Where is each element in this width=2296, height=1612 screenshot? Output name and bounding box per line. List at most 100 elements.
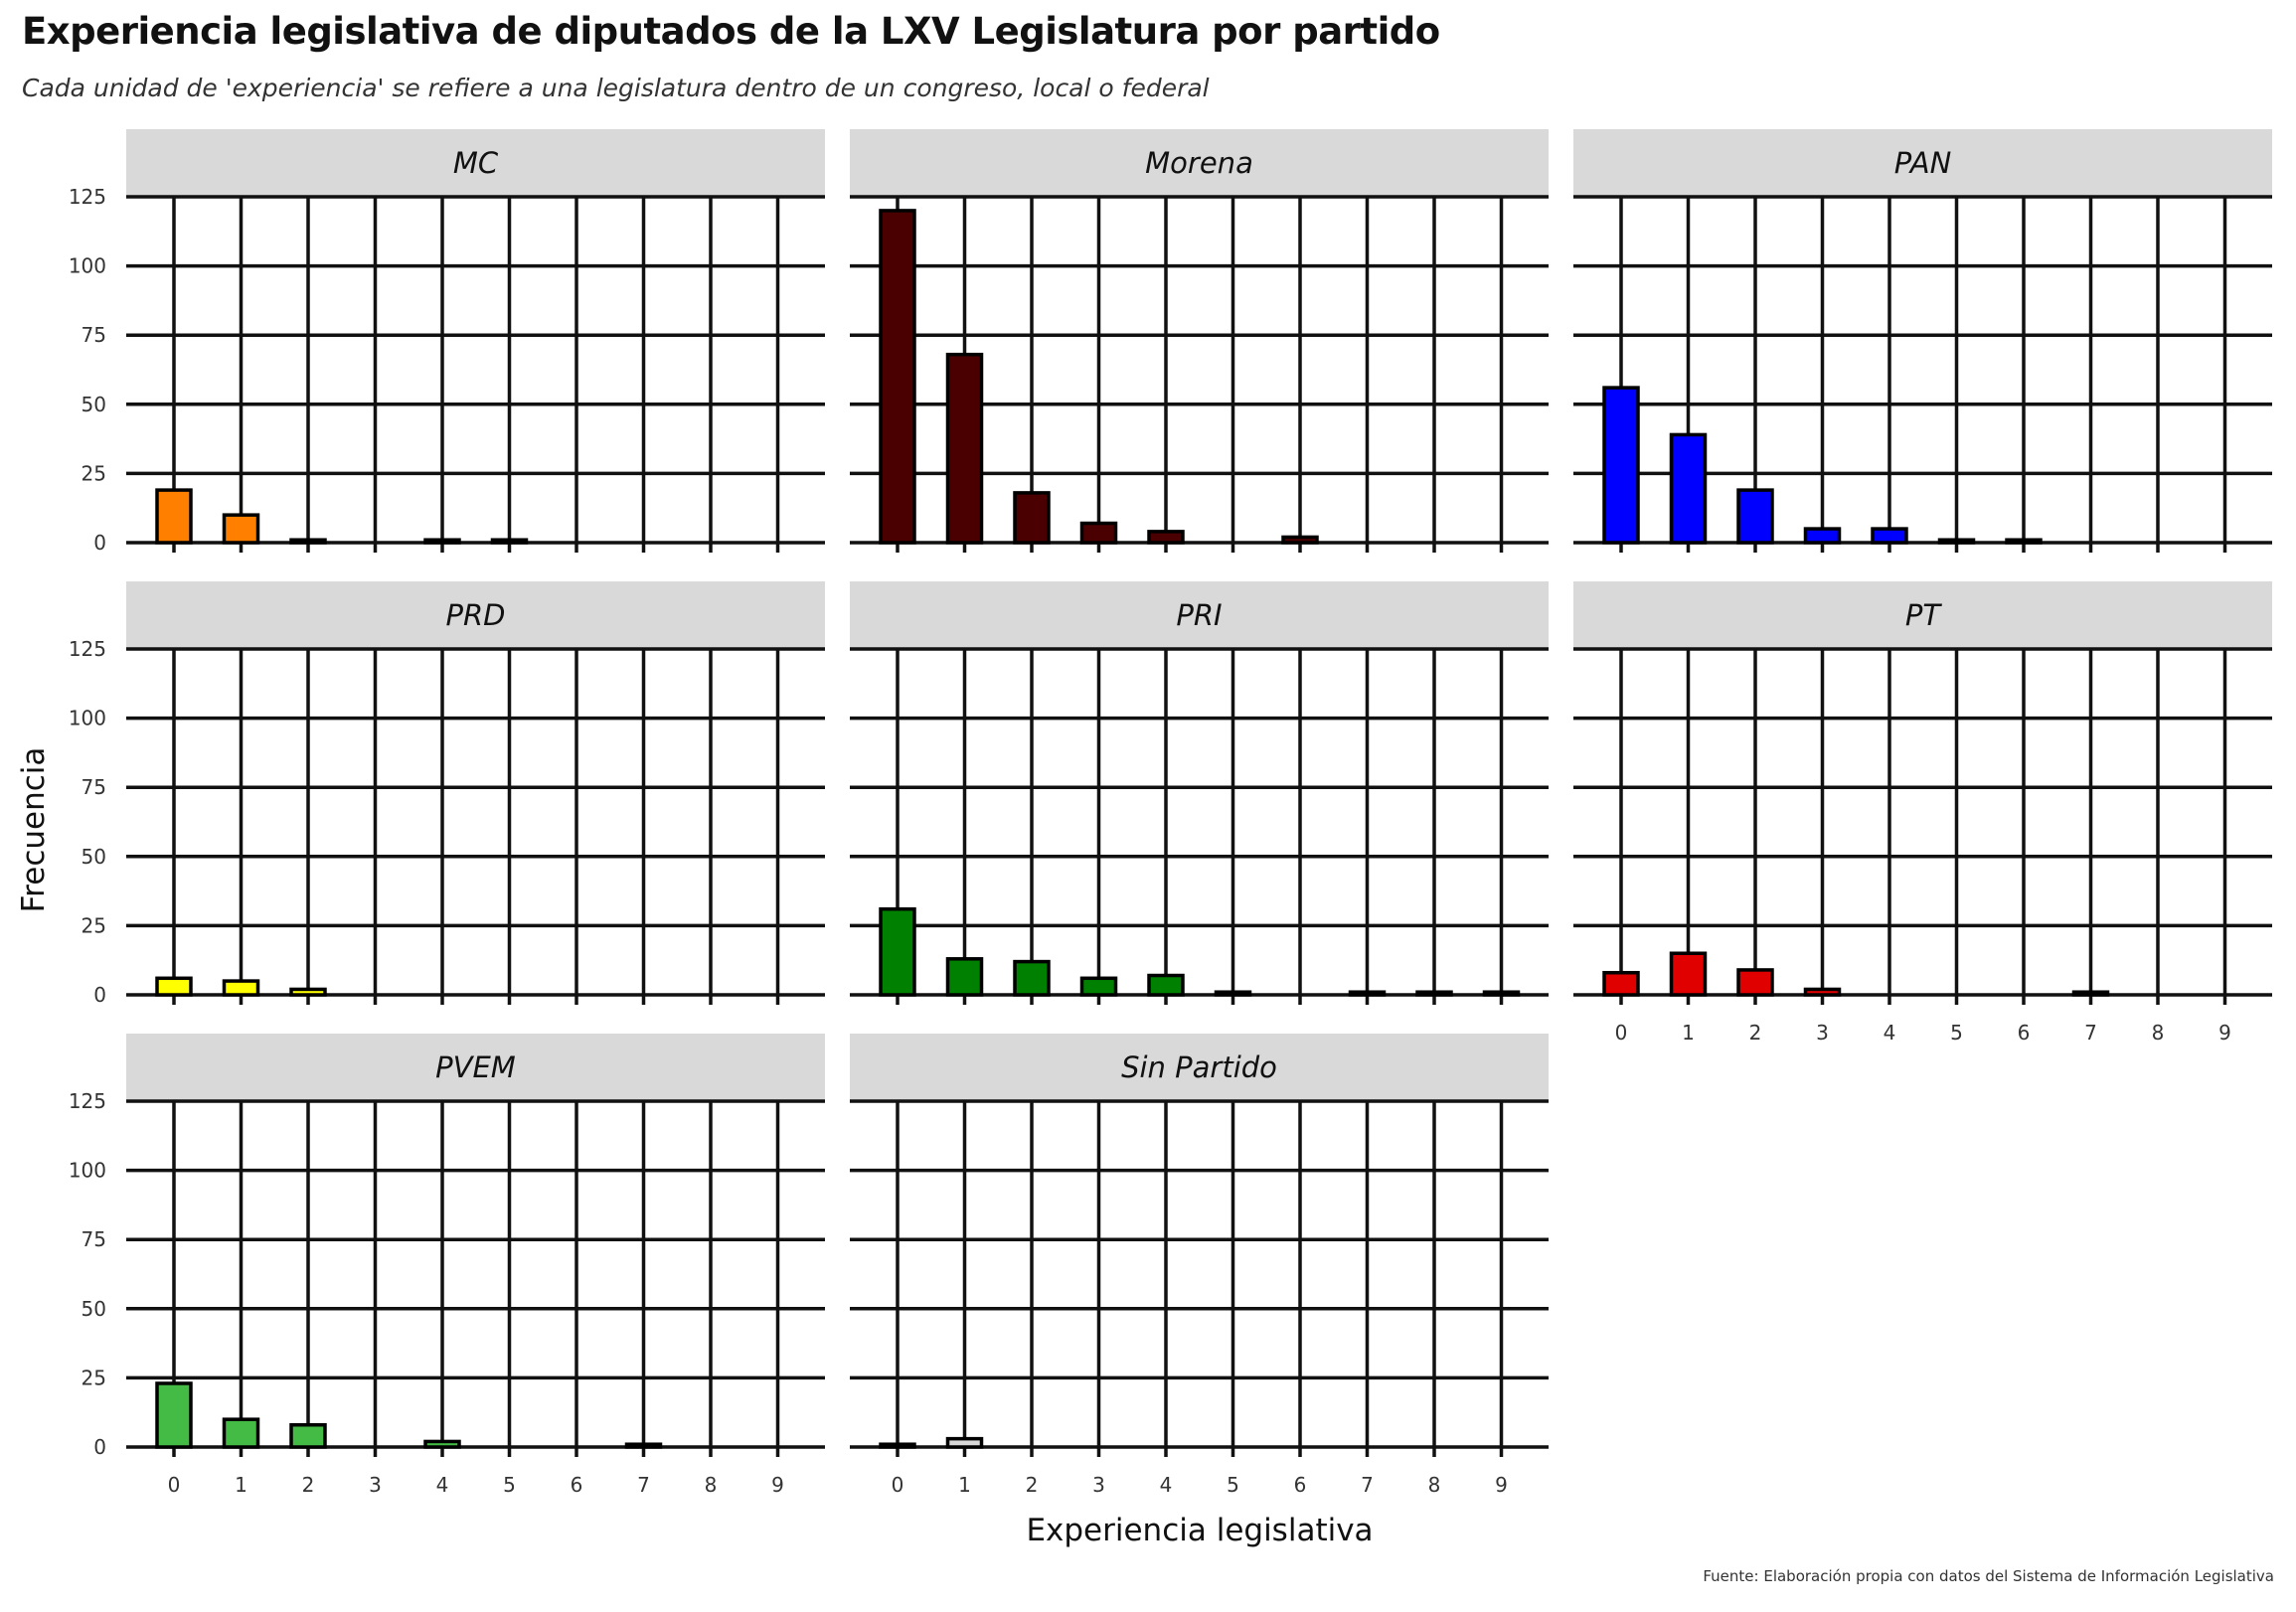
- facet-label-mc: MC: [453, 146, 499, 180]
- bar-pri-7: [1348, 990, 1387, 997]
- x-tick-label: 7: [2084, 1021, 2097, 1045]
- y-tick-label: 125: [69, 1089, 106, 1113]
- bar-pri-1: [945, 957, 984, 997]
- facet-strip-pvem: [126, 1034, 825, 1101]
- y-tick-label: 0: [93, 983, 106, 1007]
- bar-pri-3: [1079, 976, 1118, 997]
- bar-prd-2: [289, 987, 327, 997]
- y-tick-label: 125: [69, 637, 106, 661]
- facet-strip-pt: [1573, 581, 2272, 649]
- x-tick-label: 4: [1884, 1021, 1896, 1045]
- bar-pt-0: [1602, 970, 1640, 997]
- x-tick-label: 8: [1428, 1473, 1441, 1497]
- bar-pt-7: [2071, 990, 2110, 997]
- bar-pri-8: [1415, 990, 1453, 997]
- bar-morena-6: [1281, 535, 1319, 545]
- facet-strip-morena: [850, 129, 1549, 197]
- x-tick-label: 1: [1682, 1021, 1695, 1045]
- x-tick-label: 6: [571, 1473, 583, 1497]
- bar-pri-2: [1013, 959, 1051, 997]
- facet-label-prd: PRD: [446, 598, 506, 632]
- x-tick-label: 0: [892, 1473, 904, 1497]
- x-tick-label: 7: [1361, 1473, 1374, 1497]
- bar-pri-4: [1147, 973, 1185, 997]
- facet-morena: Morena: [850, 129, 1549, 553]
- bar-mc-0: [155, 488, 193, 545]
- x-axis-title: Experiencia legislativa: [1026, 1513, 1373, 1548]
- bar-pan-0: [1602, 386, 1640, 545]
- bar-pvem-7: [624, 1442, 663, 1449]
- bar-prd-0: [155, 976, 193, 997]
- facet-label-pan: PAN: [1894, 146, 1952, 180]
- x-tick-label: 6: [2018, 1021, 2031, 1045]
- facet-pt: PT 0 1 2 3 4 5 6 7 8 9: [1573, 581, 2272, 1045]
- bar-morena-0: [879, 209, 916, 545]
- x-tick-label: 2: [1026, 1473, 1039, 1497]
- bar-pri-5: [1214, 990, 1252, 997]
- chart-subtitle: Cada unidad de 'experiencia' se refiere …: [22, 74, 1210, 102]
- x-tick-label: 5: [1950, 1021, 1963, 1045]
- y-tick-label: 75: [82, 1227, 106, 1251]
- bar-mc-4: [423, 538, 461, 545]
- x-tick-label: 9: [1495, 1473, 1508, 1497]
- bar-morena-3: [1079, 521, 1118, 545]
- facet-pan: PAN: [1573, 129, 2272, 553]
- x-tick-label: 3: [1816, 1021, 1829, 1045]
- y-tick-label: 75: [82, 323, 106, 347]
- y-axis-title: Frecuencia: [16, 747, 52, 913]
- bar-mc-1: [222, 513, 260, 545]
- bar-prd-1: [222, 979, 260, 997]
- y-tick-label: 25: [82, 913, 106, 937]
- x-tick-label: 0: [168, 1473, 181, 1497]
- bar-pan-4: [1871, 527, 1908, 545]
- facet-label-sin-partido: Sin Partido: [1121, 1050, 1277, 1084]
- facet-prd: PRD 0 25 50 75 100 125: [69, 581, 825, 1007]
- bar-pt-1: [1669, 951, 1708, 997]
- x-tick-label: 2: [302, 1473, 315, 1497]
- bar-pan-6: [2005, 538, 2043, 545]
- x-tick-label: 4: [436, 1473, 449, 1497]
- bar-mc-2: [289, 538, 327, 545]
- facet-strip-pan: [1573, 129, 2272, 197]
- bar-mc-5: [490, 538, 529, 545]
- y-tick-label: 50: [82, 393, 106, 416]
- bar-pt-2: [1736, 968, 1774, 997]
- facet-sin-partido: Sin Partido 0 1 2 3 4 5 6 7 8 9: [850, 1034, 1549, 1497]
- facet-strip-sin-partido: [850, 1034, 1549, 1101]
- y-tick-label: 100: [69, 1159, 106, 1183]
- bar-pan-5: [1937, 538, 1976, 545]
- bar-pt-3: [1803, 987, 1842, 997]
- y-tick-label: 125: [69, 185, 106, 209]
- x-tick-label: 2: [1749, 1021, 1762, 1045]
- bar-pri-0: [879, 906, 916, 997]
- y-tick-label: 0: [93, 531, 106, 555]
- x-tick-label: 8: [705, 1473, 718, 1497]
- bar-pan-1: [1669, 432, 1708, 545]
- y-tick-label: 75: [82, 775, 106, 799]
- x-tick-label: 1: [958, 1473, 971, 1497]
- chart-caption: Fuente: Elaboración propia con datos del…: [1703, 1567, 2274, 1585]
- bar-morena-2: [1013, 491, 1051, 545]
- y-tick-label: 50: [82, 845, 106, 869]
- x-tick-label: 3: [369, 1473, 382, 1497]
- facet-pri: PRI: [850, 581, 1549, 1005]
- facet-label-morena: Morena: [1145, 146, 1253, 180]
- facet-label-pt: PT: [1905, 598, 1942, 632]
- bar-pri-9: [1482, 990, 1521, 997]
- facet-strip-mc: [126, 129, 825, 197]
- bar-pvem-1: [222, 1417, 260, 1449]
- bar-pvem-0: [155, 1381, 193, 1449]
- x-tick-label: 4: [1160, 1473, 1173, 1497]
- x-tick-label: 7: [637, 1473, 650, 1497]
- facet-label-pvem: PVEM: [435, 1050, 516, 1084]
- facet-label-pri: PRI: [1176, 598, 1222, 632]
- y-tick-label: 100: [69, 254, 106, 278]
- y-tick-label: 100: [69, 707, 106, 730]
- facet-mc: MC 0 25 50 75 100 125: [69, 129, 825, 555]
- x-tick-label: 0: [1615, 1021, 1628, 1045]
- bar-sin-partido-0: [879, 1442, 916, 1449]
- x-tick-label: 5: [503, 1473, 516, 1497]
- x-tick-label: 8: [2152, 1021, 2165, 1045]
- x-tick-label: 6: [1294, 1473, 1307, 1497]
